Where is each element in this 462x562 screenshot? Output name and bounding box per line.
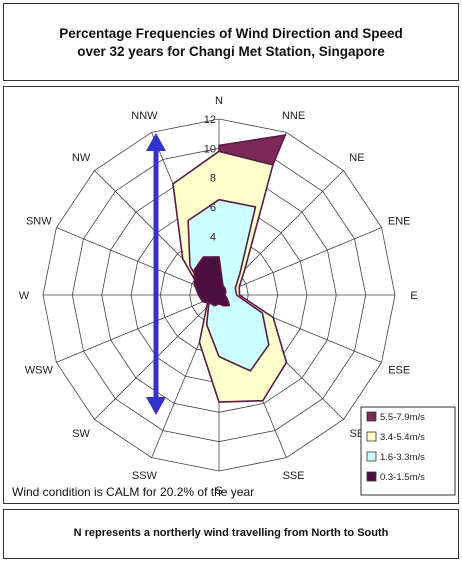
chart-title-line1: Percentage Frequencies of Wind Direction…: [59, 26, 403, 41]
direction-label-nnw: NNW: [131, 110, 158, 122]
series-area-4: [193, 256, 231, 307]
grid-spoke-wsw: [56, 294, 220, 363]
legend-swatch-4: [366, 471, 377, 482]
direction-label-e: E: [410, 290, 417, 302]
tick-label-2: 2: [210, 261, 216, 273]
grid-spoke-snw: [56, 227, 220, 296]
calm-annotation: Wind condition is CALM for 20.2% of the …: [12, 485, 254, 499]
tick-label-8: 8: [210, 173, 216, 185]
grid-spoke-ene: [218, 227, 382, 296]
direction-label-nne: NNE: [282, 110, 305, 122]
footer-note: N represents a northerly wind travelling…: [73, 527, 389, 539]
legend-label-2: 3.4-5.4m/s: [380, 432, 425, 443]
direction-label-snw: SNW: [26, 215, 52, 227]
direction-label-sw: SW: [72, 428, 90, 440]
direction-label-n: N: [215, 95, 223, 107]
legend-swatch-3: [366, 451, 377, 462]
tick-label-12: 12: [204, 114, 216, 126]
chart-title: Percentage Frequencies of Wind Direction…: [4, 25, 458, 61]
radar-series: [172, 134, 288, 403]
direction-label-wsw: WSW: [25, 365, 54, 377]
direction-label-sse: SSE: [283, 470, 305, 482]
direction-label-w: W: [19, 290, 30, 302]
tick-label-10: 10: [204, 143, 216, 155]
direction-label-ene: ENE: [388, 215, 411, 227]
legend-label-1: 5.5-7.9m/s: [380, 412, 425, 423]
title-box: Percentage Frequencies of Wind Direction…: [3, 3, 459, 81]
tick-label-6: 6: [210, 202, 216, 214]
footer-box: N represents a northerly wind travelling…: [3, 509, 459, 559]
radial-tick-labels: 2 4 6 8 10 12: [204, 114, 216, 273]
legend-swatch-2: [366, 431, 377, 442]
arrow-head-top: [146, 133, 166, 151]
legend-swatch-1: [366, 411, 377, 422]
legend-label-4: 0.3-1.5m/s: [380, 472, 425, 483]
direction-label-ese: ESE: [388, 365, 410, 377]
chart-title-line2: over 32 years for Changi Met Station, Si…: [77, 44, 385, 59]
legend: 5.5-7.9m/s 3.4-5.4m/s 1.6-3.3m/s 0.3-1.5m/s: [360, 406, 456, 496]
legend-label-3: 1.6-3.3m/s: [380, 452, 425, 463]
double-arrow: [146, 133, 166, 415]
direction-label-nw: NW: [72, 152, 91, 164]
direction-label-s: S: [215, 485, 222, 497]
direction-label-ne: NE: [349, 152, 364, 164]
tick-label-4: 4: [210, 231, 216, 243]
arrow-head-bottom: [146, 397, 166, 415]
direction-label-ssw: SSW: [132, 470, 158, 482]
legend-box: [360, 406, 456, 496]
